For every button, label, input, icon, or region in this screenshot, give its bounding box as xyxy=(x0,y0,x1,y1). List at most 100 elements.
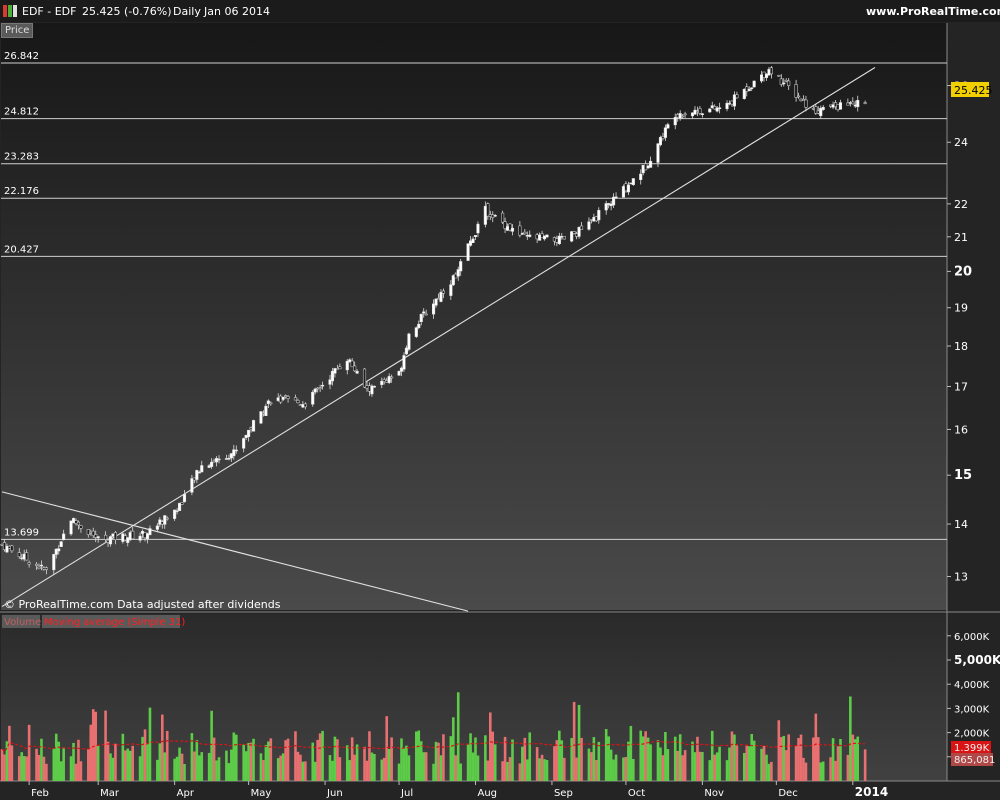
candle-body xyxy=(42,567,46,570)
candle-body xyxy=(281,396,285,400)
candle-body xyxy=(777,75,781,77)
y-tick-label: 21 xyxy=(954,231,968,244)
candle-body xyxy=(656,143,660,163)
x-tick-label: May xyxy=(251,788,272,799)
volume-tick-label: 4,000K xyxy=(954,680,990,691)
volume-bar xyxy=(363,746,366,781)
candle-body xyxy=(769,67,773,75)
volume-bar xyxy=(131,745,135,781)
candle-body xyxy=(249,427,253,430)
volume-bar xyxy=(851,734,855,781)
volume-bar xyxy=(849,696,852,781)
trendline[interactable] xyxy=(1,491,469,612)
volume-bar xyxy=(491,731,495,781)
volume-bar xyxy=(160,714,164,781)
volume-bar xyxy=(683,750,687,781)
volume-bar xyxy=(173,758,176,781)
x-tick-label: Feb xyxy=(31,788,49,799)
volume-bar xyxy=(183,763,186,781)
x-tick-label: Sep xyxy=(554,788,573,799)
volume-bar xyxy=(114,743,117,781)
candle-body xyxy=(747,88,751,92)
volume-bar xyxy=(476,755,480,781)
volume-bar xyxy=(432,763,435,781)
candle-body xyxy=(52,554,56,571)
candle-body xyxy=(104,534,108,540)
x-tick-label: 2014 xyxy=(855,785,888,799)
candle-body xyxy=(313,388,317,393)
candle-body xyxy=(614,196,618,199)
volume-bar xyxy=(141,736,144,781)
candle-body xyxy=(718,107,722,110)
volume-bar xyxy=(624,756,628,781)
volume-bar xyxy=(730,731,734,781)
candle-body xyxy=(787,80,791,86)
volume-bar xyxy=(666,749,670,781)
candle-body xyxy=(695,110,699,112)
volume-bar xyxy=(733,734,736,781)
candle-body xyxy=(552,237,556,242)
candle-body xyxy=(69,520,73,535)
candle-body xyxy=(44,567,48,570)
site-label[interactable]: www.ProRealTime.com xyxy=(866,5,1000,18)
volume-bar xyxy=(313,761,317,781)
candle-body xyxy=(439,292,443,302)
volume-tab[interactable] xyxy=(2,615,40,628)
candle-body xyxy=(816,110,820,114)
candle-body xyxy=(190,478,194,493)
volume-bar xyxy=(612,759,615,781)
volume-bar xyxy=(397,763,401,781)
volume-bar xyxy=(269,738,273,781)
candle-body xyxy=(399,367,404,372)
candle-body xyxy=(545,234,549,238)
candle-body xyxy=(454,273,458,279)
volume-bar xyxy=(853,739,857,781)
volume-bar xyxy=(230,749,233,781)
volume-bar xyxy=(839,739,842,781)
y-tick-label: 17 xyxy=(954,381,968,394)
volume-bar xyxy=(649,744,652,781)
x-tick-label: Oct xyxy=(628,788,645,799)
candle-body xyxy=(725,102,729,110)
volume-bar xyxy=(301,761,305,781)
candle-body xyxy=(473,235,478,237)
candle-body xyxy=(503,221,507,229)
volume-bar xyxy=(819,762,823,781)
volume-bar xyxy=(126,748,130,781)
candle-body xyxy=(330,370,335,382)
volume-bar xyxy=(91,709,95,781)
volume-bar xyxy=(787,734,790,781)
volume-bar xyxy=(742,752,746,781)
moving-average-tab[interactable] xyxy=(42,615,180,628)
candle-body xyxy=(261,412,265,415)
trendline[interactable] xyxy=(1,67,876,608)
volume-bar xyxy=(765,754,768,781)
candle-body xyxy=(182,494,187,503)
volume-bar xyxy=(380,759,384,781)
candle-body xyxy=(128,532,132,541)
level-label: 24.812 xyxy=(4,107,39,118)
candle-body xyxy=(279,395,283,403)
moving-average-line xyxy=(1,740,866,753)
volume-bar xyxy=(676,750,680,781)
candle-body xyxy=(321,384,325,387)
volume-bar xyxy=(232,732,236,781)
volume-bar xyxy=(814,713,818,781)
candle-body xyxy=(269,402,273,405)
volume-bar xyxy=(831,738,835,781)
candle-body xyxy=(658,137,662,146)
volume-bar xyxy=(244,751,248,781)
volume-bar xyxy=(178,747,181,781)
candle-body xyxy=(224,458,228,460)
candle-body xyxy=(264,405,268,416)
volume-bar xyxy=(570,738,573,781)
volume-bar xyxy=(577,704,581,781)
candle-body xyxy=(587,221,591,230)
volume-bar xyxy=(745,745,749,781)
volume-bar xyxy=(180,753,184,781)
volume-bar xyxy=(558,730,561,781)
volume-bar xyxy=(138,756,142,781)
price-tab[interactable]: Price xyxy=(1,23,34,38)
candle-body xyxy=(493,214,497,217)
volume-bar xyxy=(163,752,167,781)
